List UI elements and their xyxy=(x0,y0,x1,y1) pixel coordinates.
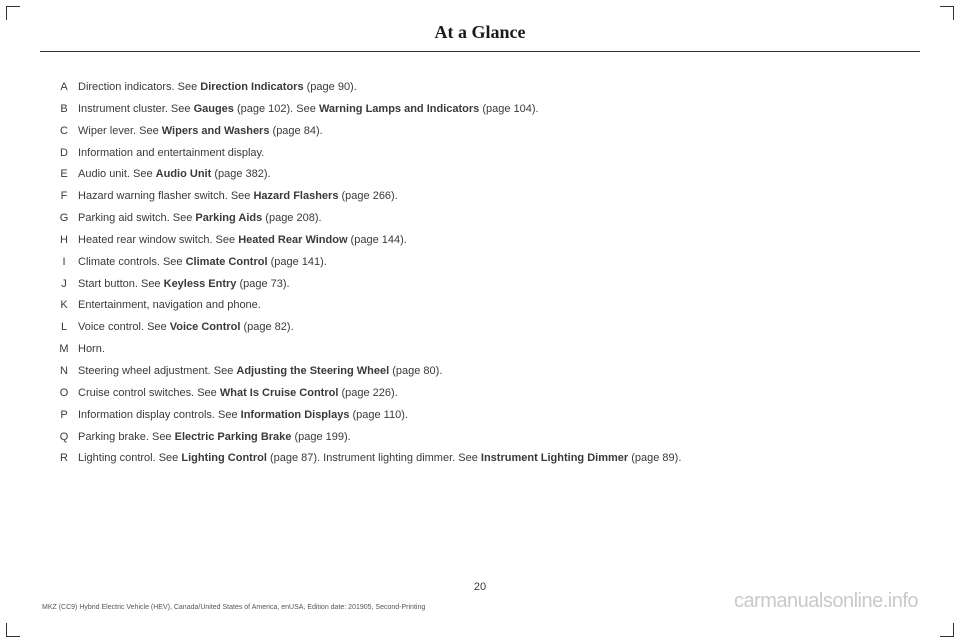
item-description: Climate controls. See Climate Control (p… xyxy=(78,255,920,270)
item-letter: O xyxy=(50,386,78,401)
item-description: Instrument cluster. See Gauges (page 102… xyxy=(78,102,920,117)
page-title: At a Glance xyxy=(40,22,920,52)
item-letter: Q xyxy=(50,430,78,445)
item-description: Information display controls. See Inform… xyxy=(78,408,920,423)
list-item: JStart button. See Keyless Entry (page 7… xyxy=(50,277,920,292)
item-description: Entertainment, navigation and phone. xyxy=(78,298,920,313)
item-description: Lighting control. See Lighting Control (… xyxy=(78,451,920,466)
item-letter: F xyxy=(50,189,78,204)
item-description: Voice control. See Voice Control (page 8… xyxy=(78,320,920,335)
list-item: BInstrument cluster. See Gauges (page 10… xyxy=(50,102,920,117)
list-item: KEntertainment, navigation and phone. xyxy=(50,298,920,313)
crop-mark-br xyxy=(940,623,954,637)
item-letter: C xyxy=(50,124,78,139)
list-item: PInformation display controls. See Infor… xyxy=(50,408,920,423)
list-item: LVoice control. See Voice Control (page … xyxy=(50,320,920,335)
item-letter: A xyxy=(50,80,78,95)
list-item: MHorn. xyxy=(50,342,920,357)
item-letter: L xyxy=(50,320,78,335)
item-letter: P xyxy=(50,408,78,423)
list-item: EAudio unit. See Audio Unit (page 382). xyxy=(50,167,920,182)
list-item: CWiper lever. See Wipers and Washers (pa… xyxy=(50,124,920,139)
item-letter: J xyxy=(50,277,78,292)
item-letter: K xyxy=(50,298,78,313)
item-description: Horn. xyxy=(78,342,920,357)
item-list: ADirection indicators. See Direction Ind… xyxy=(40,80,920,466)
list-item: IClimate controls. See Climate Control (… xyxy=(50,255,920,270)
footer-edition: MKZ (CC9) Hybrid Electric Vehicle (HEV),… xyxy=(42,604,425,611)
item-letter: B xyxy=(50,102,78,117)
list-item: NSteering wheel adjustment. See Adjustin… xyxy=(50,364,920,379)
item-description: Audio unit. See Audio Unit (page 382). xyxy=(78,167,920,182)
item-letter: M xyxy=(50,342,78,357)
crop-mark-tr xyxy=(940,6,954,20)
item-description: Hazard warning flasher switch. See Hazar… xyxy=(78,189,920,204)
crop-mark-tl xyxy=(6,6,20,20)
item-letter: G xyxy=(50,211,78,226)
page-container: At a Glance ADirection indicators. See D… xyxy=(40,22,920,621)
item-description: Parking brake. See Electric Parking Brak… xyxy=(78,430,920,445)
list-item: GParking aid switch. See Parking Aids (p… xyxy=(50,211,920,226)
item-description: Heated rear window switch. See Heated Re… xyxy=(78,233,920,248)
list-item: HHeated rear window switch. See Heated R… xyxy=(50,233,920,248)
item-description: Direction indicators. See Direction Indi… xyxy=(78,80,920,95)
item-description: Information and entertainment display. xyxy=(78,146,920,161)
list-item: OCruise control switches. See What Is Cr… xyxy=(50,386,920,401)
item-letter: R xyxy=(50,451,78,466)
item-description: Steering wheel adjustment. See Adjusting… xyxy=(78,364,920,379)
item-letter: D xyxy=(50,146,78,161)
item-letter: N xyxy=(50,364,78,379)
item-letter: I xyxy=(50,255,78,270)
list-item: DInformation and entertainment display. xyxy=(50,146,920,161)
crop-mark-bl xyxy=(6,623,20,637)
list-item: QParking brake. See Electric Parking Bra… xyxy=(50,430,920,445)
item-description: Wiper lever. See Wipers and Washers (pag… xyxy=(78,124,920,139)
item-description: Parking aid switch. See Parking Aids (pa… xyxy=(78,211,920,226)
item-description: Start button. See Keyless Entry (page 73… xyxy=(78,277,920,292)
list-item: ADirection indicators. See Direction Ind… xyxy=(50,80,920,95)
item-letter: E xyxy=(50,167,78,182)
list-item: FHazard warning flasher switch. See Haza… xyxy=(50,189,920,204)
list-item: RLighting control. See Lighting Control … xyxy=(50,451,920,466)
item-description: Cruise control switches. See What Is Cru… xyxy=(78,386,920,401)
watermark: carmanualsonline.info xyxy=(734,590,918,613)
item-letter: H xyxy=(50,233,78,248)
